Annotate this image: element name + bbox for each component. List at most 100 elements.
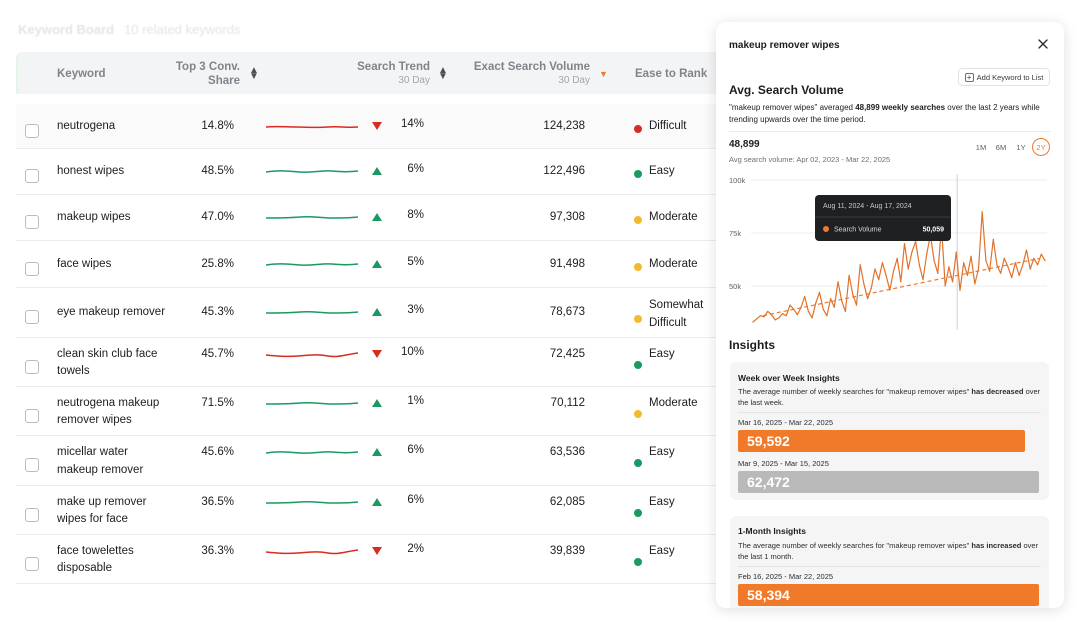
- row-checkbox[interactable]: [25, 458, 39, 472]
- data-point: [870, 287, 872, 289]
- ease-to-rank-value: Easy: [649, 347, 675, 360]
- data-point: [756, 318, 758, 320]
- table-row[interactable]: eye makeup remover 45.3% 3% 78,673 Somewhat …: [16, 288, 736, 338]
- data-point: [830, 298, 832, 300]
- ease-to-rank-value: Moderate: [649, 396, 698, 409]
- trend-sparkline: [266, 451, 358, 454]
- data-point: [885, 274, 887, 276]
- data-point: [959, 289, 961, 291]
- data-point: [955, 251, 957, 253]
- conv-share-value: 45.3%: [201, 306, 234, 318]
- keyword-name[interactable]: clean skin club face towels: [57, 347, 158, 378]
- trend-down-icon: [372, 349, 382, 358]
- table-row[interactable]: makeup wipes 47.0% 8% 97,308 Moderate: [16, 195, 736, 241]
- data-point: [911, 251, 913, 253]
- row-checkbox[interactable]: [25, 261, 39, 276]
- data-point: [892, 270, 895, 272]
- data-point: [770, 314, 773, 316]
- row-checkbox[interactable]: [25, 123, 39, 138]
- keyword-name[interactable]: neutrogena: [57, 119, 116, 132]
- keyword-name[interactable]: neutrogena makeup remover wipes: [57, 396, 160, 427]
- keyword-name[interactable]: eye makeup remover: [57, 306, 166, 318]
- header-keyword[interactable]: Keyword: [57, 68, 106, 80]
- table-row[interactable]: make up remover wipes for face 36.5% 6% 62,…: [16, 486, 736, 535]
- keyword-name[interactable]: micellar water makeup remover: [57, 446, 144, 476]
- data-point: [933, 260, 935, 262]
- y-tick-label: 75k: [729, 229, 741, 238]
- add-keyword-button[interactable]: + Add Keyword to List: [958, 68, 1050, 86]
- month-insight-description: The average number of weekly searches fo…: [738, 541, 1039, 561]
- exact-volume-value: 97,308: [549, 211, 585, 223]
- previous-volume-bar: 62,472: [738, 471, 1039, 493]
- data-point: [948, 266, 950, 268]
- trend-percent: 3%: [407, 304, 424, 316]
- avg-volume-title: Avg. Search Volume: [729, 83, 844, 97]
- table-row[interactable]: neutrogena 14.8% 14% 124,238 Difficult: [16, 104, 736, 149]
- keyword-name[interactable]: face wipes: [57, 257, 112, 270]
- data-point: [778, 317, 780, 319]
- data-point: [944, 285, 946, 287]
- data-point: [1000, 272, 1002, 274]
- row-checkbox[interactable]: [25, 556, 39, 571]
- row-checkbox[interactable]: [25, 215, 39, 229]
- exact-volume-value: 122,496: [543, 165, 585, 177]
- table-row[interactable]: neutrogena makeup remover wipes 71.5% 1% 70…: [16, 387, 736, 436]
- data-point: [759, 315, 761, 317]
- sort-desc-icon[interactable]: ▼: [599, 69, 608, 79]
- y-tick-label: 100k: [729, 176, 746, 185]
- data-point: [867, 298, 869, 300]
- trend-up-icon: [372, 497, 382, 506]
- data-point: [811, 317, 813, 319]
- divider: [729, 131, 1051, 132]
- exact-volume-value: 62,085: [549, 495, 585, 508]
- row-checkbox[interactable]: [25, 169, 39, 183]
- conv-share-value: 48.5%: [201, 165, 234, 177]
- row-checkbox[interactable]: [25, 507, 39, 522]
- table-row[interactable]: face towelettes disposable 36.3% 2% 39,839 E…: [16, 535, 736, 584]
- data-point: [989, 270, 991, 272]
- row-checkbox[interactable]: [25, 310, 39, 324]
- row-checkbox[interactable]: [25, 408, 39, 423]
- trend-up-icon: [372, 167, 382, 175]
- ease-status-dot: [634, 459, 642, 467]
- data-point: [881, 262, 883, 264]
- keyword-name[interactable]: face towelettes disposable: [57, 544, 134, 575]
- sort-icon[interactable]: ▲ ▼: [438, 65, 448, 82]
- header-conv-share[interactable]: Top 3 Conv. Share: [175, 61, 240, 87]
- trend-sparkline: [266, 351, 358, 357]
- keyword-name[interactable]: make up remover wipes for face: [57, 495, 147, 526]
- data-point: [815, 302, 817, 304]
- data-point: [915, 240, 917, 243]
- range-button-2y[interactable]: 2Y: [1032, 138, 1050, 156]
- header-search-trend[interactable]: Search Trend 30 Day: [357, 61, 430, 86]
- trend-up-icon: [372, 213, 382, 221]
- range-button-1m[interactable]: 1M: [975, 142, 987, 152]
- keyword-name[interactable]: honest wipes: [57, 165, 125, 177]
- data-point: [796, 314, 798, 316]
- data-point: [1037, 264, 1039, 266]
- week-insight-description: The average number of weekly searches fo…: [738, 387, 1041, 407]
- week-insight-card: Week over Week Insights The average numb…: [730, 362, 1049, 500]
- table-row[interactable]: honest wipes 48.5% 6% 122,496 Easy: [16, 149, 736, 195]
- data-point: [793, 308, 795, 310]
- panel-title: makeup remover wipes: [729, 40, 840, 51]
- keyword-name[interactable]: makeup wipes: [57, 211, 131, 223]
- sort-icon[interactable]: ▲ ▼: [249, 65, 259, 82]
- exact-volume-value: 72,425: [549, 347, 585, 360]
- table-row[interactable]: clean skin club face towels 45.7% 10% 72,42…: [16, 338, 736, 387]
- conv-share-value: 47.0%: [201, 211, 234, 223]
- data-point: [848, 274, 850, 276]
- month-insight-card: 1-Month Insights The average number of w…: [730, 516, 1049, 608]
- header-exact-volume[interactable]: Exact Search Volume 30 Day: [473, 61, 590, 86]
- row-checkbox[interactable]: [25, 359, 39, 374]
- range-button-6m[interactable]: 6M: [995, 142, 1007, 152]
- close-icon[interactable]: [1036, 37, 1050, 51]
- range-button-1y[interactable]: 1Y: [1016, 142, 1026, 152]
- keyword-table: Keyword Top 3 Conv. Share ▲ ▼ Search Trend…: [16, 52, 736, 592]
- data-point: [807, 310, 809, 312]
- trend-sparkline: [266, 401, 358, 405]
- table-row[interactable]: micellar water makeup remover 45.6% 6% 63,5…: [16, 436, 736, 486]
- table-row[interactable]: face wipes 25.8% 5% 91,498 Moderate: [16, 241, 736, 288]
- header-ease[interactable]: Ease to Rank: [635, 68, 708, 80]
- trend-percent: 8%: [407, 209, 424, 221]
